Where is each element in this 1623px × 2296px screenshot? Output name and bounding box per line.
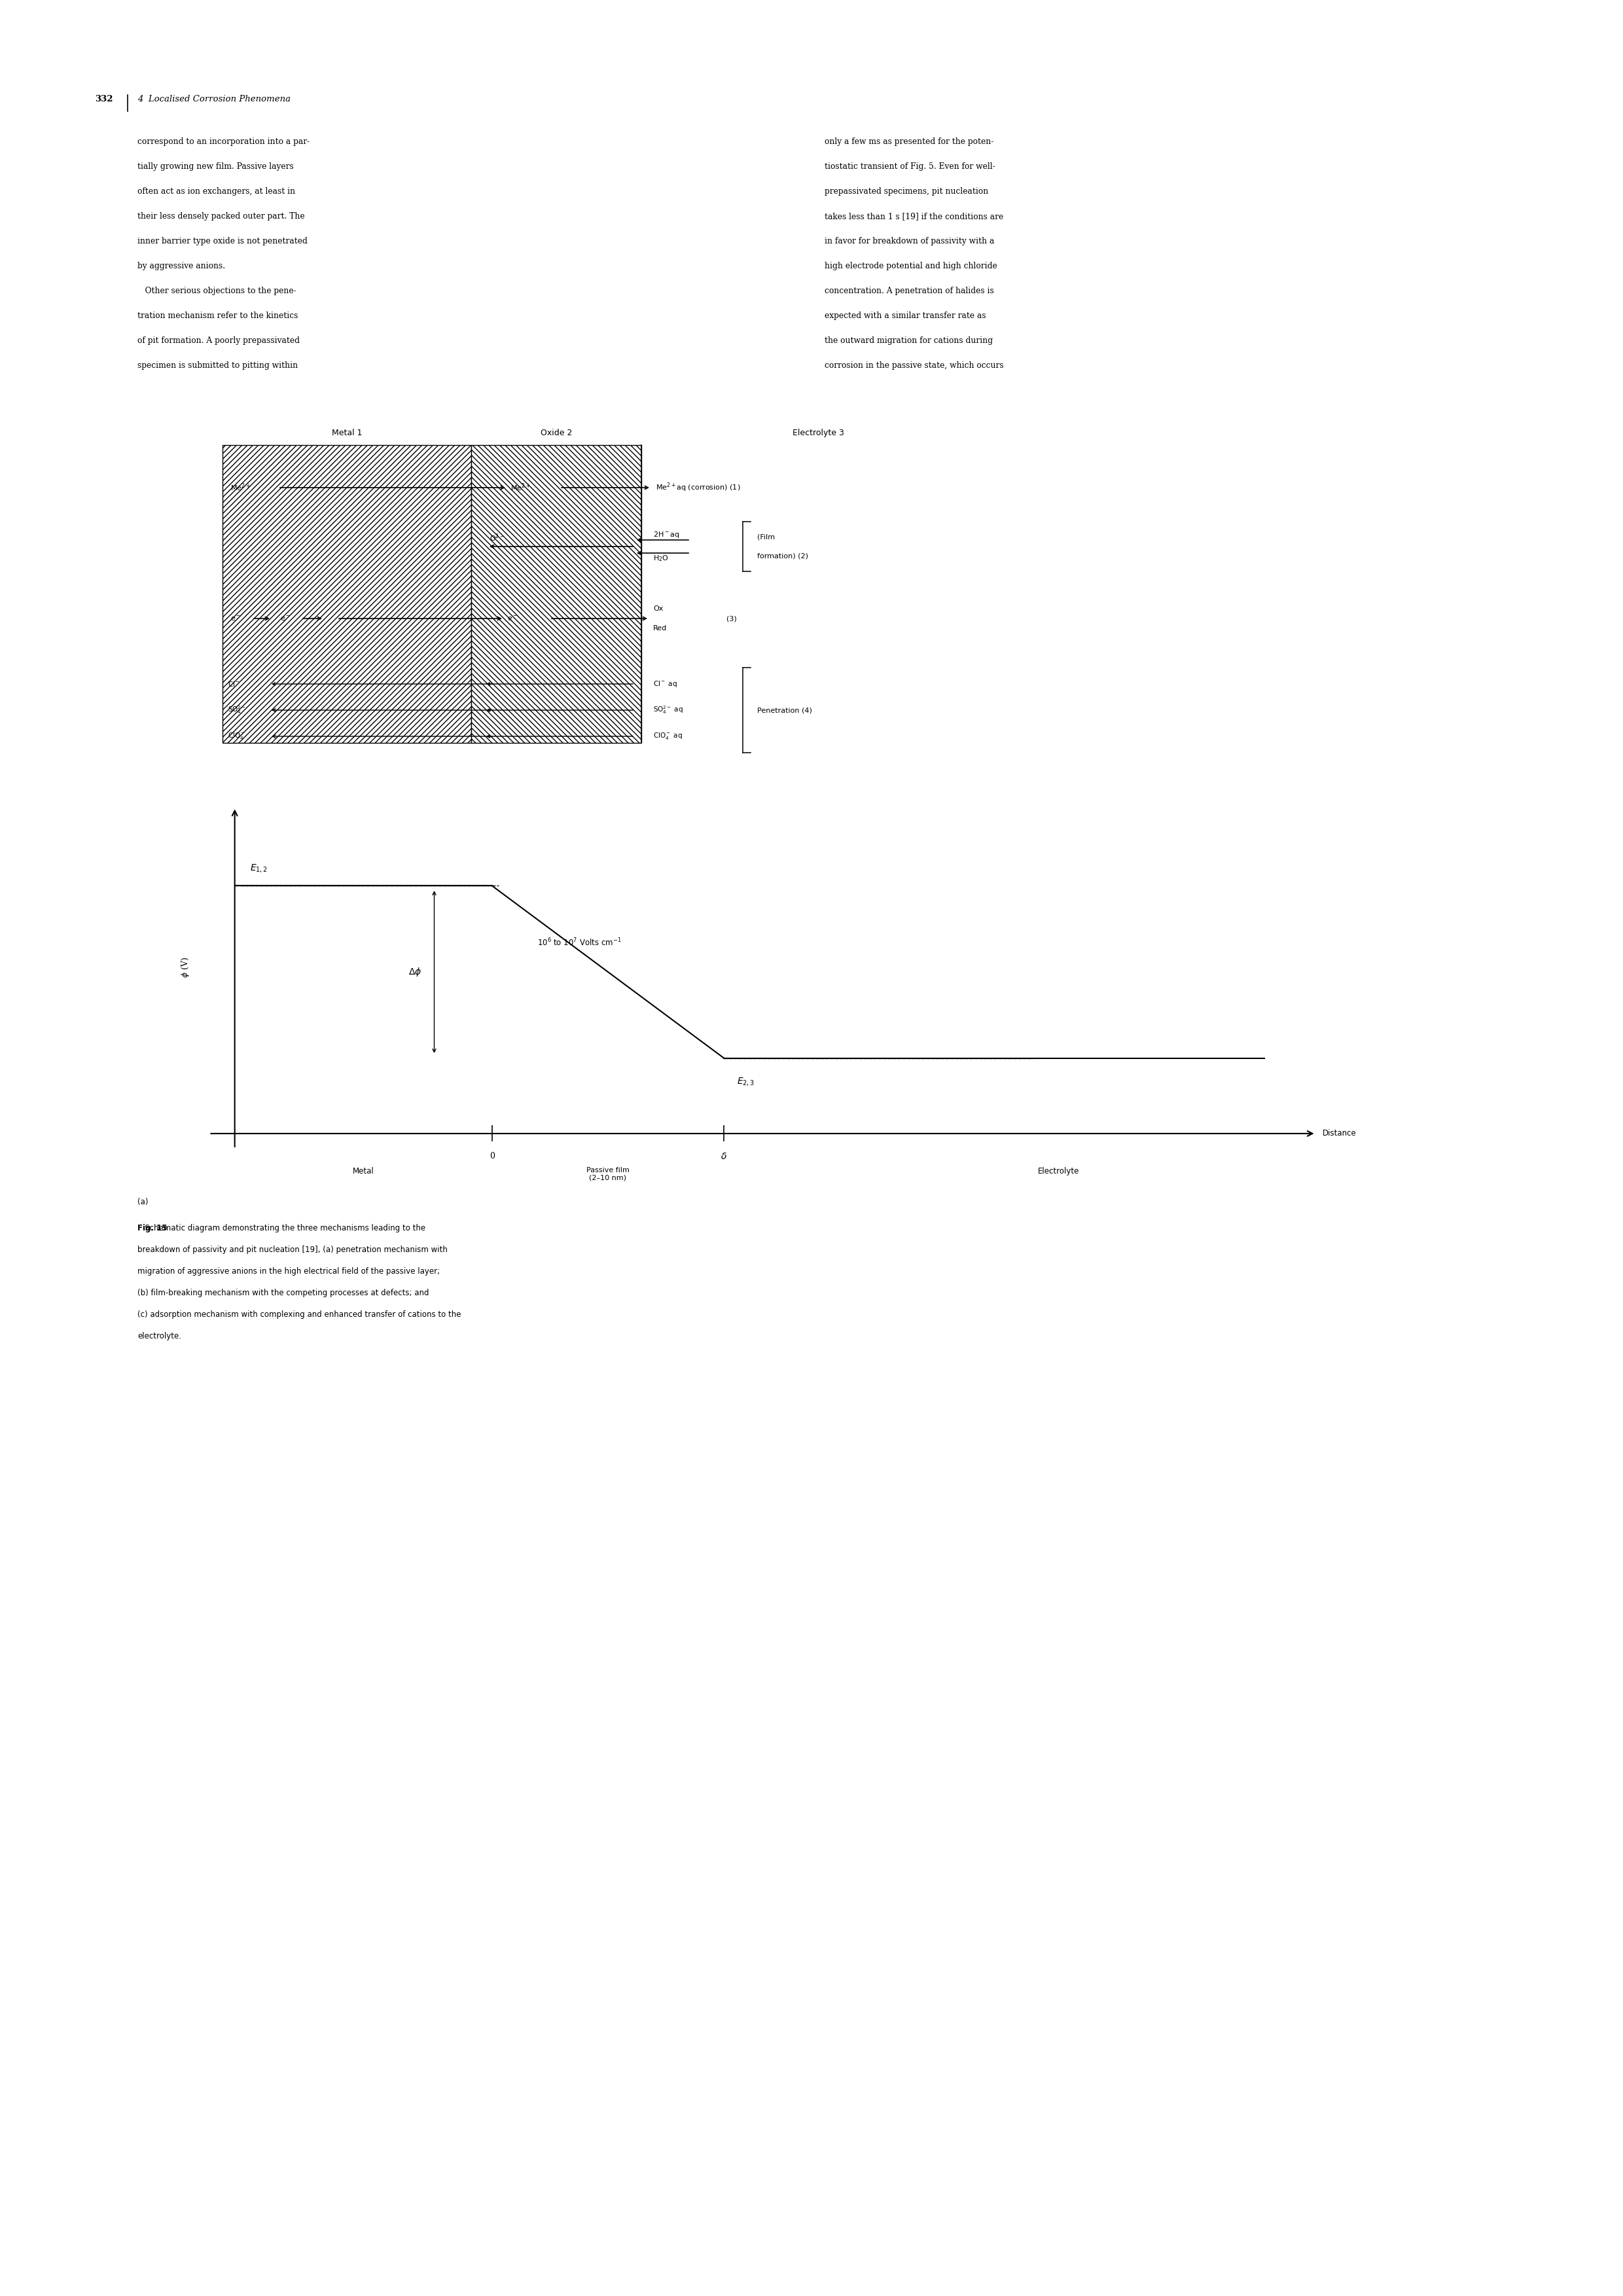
Text: (c) adsorption mechanism with complexing and enhanced transfer of cations to the: (c) adsorption mechanism with complexing… <box>138 1311 461 1318</box>
Text: $\phi$ (V): $\phi$ (V) <box>180 957 192 978</box>
Bar <box>222 445 471 744</box>
Text: takes less than 1 s [19] if the conditions are: takes less than 1 s [19] if the conditio… <box>824 211 1003 220</box>
Text: 332: 332 <box>94 94 114 103</box>
Text: Me$^{2+}$aq (corrosion) (1): Me$^{2+}$aq (corrosion) (1) <box>656 482 740 494</box>
Text: their less densely packed outer part. The: their less densely packed outer part. Th… <box>138 211 305 220</box>
Text: Me$^{2+}$: Me$^{2+}$ <box>511 482 531 494</box>
Text: Electrolyte: Electrolyte <box>1037 1166 1079 1176</box>
Text: electrolyte.: electrolyte. <box>138 1332 182 1341</box>
Text: H$_2$O: H$_2$O <box>652 553 669 563</box>
Text: tially growing new film. Passive layers: tially growing new film. Passive layers <box>138 163 294 170</box>
Text: Passive film
(2–10 nm): Passive film (2–10 nm) <box>586 1166 630 1180</box>
Text: Schematic diagram demonstrating the three mechanisms leading to the: Schematic diagram demonstrating the thre… <box>138 1224 425 1233</box>
Bar <box>222 445 471 744</box>
Text: corrosion in the passive state, which occurs: corrosion in the passive state, which oc… <box>824 360 1003 370</box>
Text: (a): (a) <box>138 1199 148 1205</box>
Text: of pit formation. A poorly prepassivated: of pit formation. A poorly prepassivated <box>138 338 300 344</box>
Text: ClO$_4^-$: ClO$_4^-$ <box>227 732 245 742</box>
Text: SO$_4^{2-}$ aq: SO$_4^{2-}$ aq <box>652 705 683 716</box>
Text: 0: 0 <box>490 1153 495 1159</box>
Text: expected with a similar transfer rate as: expected with a similar transfer rate as <box>824 312 987 319</box>
Text: $10^6$ to $10^7$ Volts cm$^{-1}$: $10^6$ to $10^7$ Volts cm$^{-1}$ <box>537 937 622 948</box>
Text: Me$^{2+}$: Me$^{2+}$ <box>230 482 250 494</box>
Text: (b) film-breaking mechanism with the competing processes at defects; and: (b) film-breaking mechanism with the com… <box>138 1288 428 1297</box>
Text: Metal: Metal <box>352 1166 375 1176</box>
Text: ClO$_4^-$ aq: ClO$_4^-$ aq <box>652 732 683 742</box>
Text: Electrolyte 3: Electrolyte 3 <box>792 429 844 436</box>
Text: Oxide 2: Oxide 2 <box>540 429 571 436</box>
Text: SO$_4^{2-}$: SO$_4^{2-}$ <box>227 705 247 716</box>
Bar <box>471 445 641 744</box>
Text: $\delta$: $\delta$ <box>721 1153 727 1162</box>
Text: Distance: Distance <box>1323 1130 1357 1139</box>
Text: $E_{2,3}$: $E_{2,3}$ <box>737 1077 755 1088</box>
Text: e$^-$: e$^-$ <box>281 615 291 622</box>
Text: $E_{1,2}$: $E_{1,2}$ <box>250 863 268 875</box>
Text: Fig. 15: Fig. 15 <box>138 1224 167 1233</box>
Text: inner barrier type oxide is not penetrated: inner barrier type oxide is not penetrat… <box>138 236 307 246</box>
Text: 4  Localised Corrosion Phenomena: 4 Localised Corrosion Phenomena <box>138 94 291 103</box>
Text: (Film: (Film <box>758 533 774 540</box>
Bar <box>471 445 641 744</box>
Text: Penetration (4): Penetration (4) <box>758 707 812 714</box>
Text: formation) (2): formation) (2) <box>758 553 808 560</box>
Text: e$^-$: e$^-$ <box>230 615 240 622</box>
Text: concentration. A penetration of halides is: concentration. A penetration of halides … <box>824 287 993 296</box>
Text: $\Delta\phi$: $\Delta\phi$ <box>407 967 422 978</box>
Text: O$^{2-}$: O$^{2-}$ <box>490 533 505 544</box>
Text: (3): (3) <box>727 615 737 622</box>
Text: the outward migration for cations during: the outward migration for cations during <box>824 338 993 344</box>
Text: migration of aggressive anions in the high electrical field of the passive layer: migration of aggressive anions in the hi… <box>138 1267 440 1277</box>
Text: e$^-$: e$^-$ <box>506 615 518 622</box>
Text: specimen is submitted to pitting within: specimen is submitted to pitting within <box>138 360 299 370</box>
Text: tiostatic transient of Fig. 5. Even for well-: tiostatic transient of Fig. 5. Even for … <box>824 163 995 170</box>
Text: Red: Red <box>652 625 667 631</box>
Text: prepassivated specimens, pit nucleation: prepassivated specimens, pit nucleation <box>824 188 988 195</box>
Text: in favor for breakdown of passivity with a: in favor for breakdown of passivity with… <box>824 236 995 246</box>
Text: only a few ms as presented for the poten-: only a few ms as presented for the poten… <box>824 138 993 147</box>
Text: Cl$^-$: Cl$^-$ <box>227 680 240 689</box>
Text: tration mechanism refer to the kinetics: tration mechanism refer to the kinetics <box>138 312 299 319</box>
Text: Metal 1: Metal 1 <box>331 429 362 436</box>
Text: often act as ion exchangers, at least in: often act as ion exchangers, at least in <box>138 188 295 195</box>
Text: high electrode potential and high chloride: high electrode potential and high chlori… <box>824 262 997 271</box>
Text: Other serious objections to the pene-: Other serious objections to the pene- <box>138 287 297 296</box>
Text: correspond to an incorporation into a par-: correspond to an incorporation into a pa… <box>138 138 310 147</box>
Text: 2H$^-$aq: 2H$^-$aq <box>652 530 680 540</box>
Text: breakdown of passivity and pit nucleation [19], (a) penetration mechanism with: breakdown of passivity and pit nucleatio… <box>138 1244 448 1254</box>
Text: Cl$^-$ aq: Cl$^-$ aq <box>652 680 677 689</box>
Text: Ox: Ox <box>652 606 664 613</box>
Text: by aggressive anions.: by aggressive anions. <box>138 262 226 271</box>
